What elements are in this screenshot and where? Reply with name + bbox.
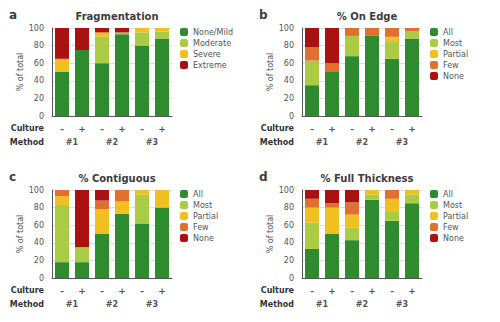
svg-text:-: - [140, 124, 144, 134]
svg-text:40: 40 [284, 238, 294, 247]
svg-text:+: + [118, 286, 126, 296]
svg-text:Culture: Culture [261, 286, 295, 295]
svg-text:None: None [443, 234, 464, 243]
svg-text:+: + [328, 286, 336, 296]
svg-text:#1: #1 [66, 300, 79, 309]
svg-text:Severe: Severe [193, 50, 221, 59]
svg-text:100: 100 [29, 186, 44, 195]
svg-text:#3: #3 [146, 138, 158, 147]
svg-text:% of total: % of total [16, 53, 25, 92]
svg-text:+: + [408, 286, 416, 296]
svg-text:-: - [310, 124, 314, 134]
svg-text:-: - [350, 124, 354, 134]
svg-text:c: c [9, 170, 16, 184]
svg-text:+: + [408, 124, 416, 134]
svg-text:-: - [310, 286, 314, 296]
svg-text:Culture: Culture [11, 124, 45, 133]
svg-text:All: All [443, 190, 453, 199]
svg-text:-: - [390, 124, 394, 134]
svg-text:Few: Few [443, 223, 459, 232]
svg-text:0: 0 [289, 112, 294, 121]
svg-text:-: - [100, 286, 104, 296]
svg-text:+: + [78, 286, 86, 296]
svg-text:% of total: % of total [16, 215, 25, 254]
svg-text:40: 40 [34, 238, 44, 247]
svg-text:+: + [368, 286, 376, 296]
svg-text:None: None [193, 234, 214, 243]
svg-text:20: 20 [34, 94, 44, 103]
svg-text:100: 100 [279, 186, 294, 195]
svg-text:60: 60 [284, 59, 294, 68]
svg-text:-: - [60, 286, 64, 296]
svg-text:% Full Thickness: % Full Thickness [320, 173, 413, 184]
svg-text:Method: Method [10, 300, 44, 309]
svg-text:Few: Few [443, 61, 459, 70]
svg-text:-: - [140, 286, 144, 296]
svg-text:60: 60 [34, 221, 44, 230]
svg-text:#2: #2 [356, 300, 368, 309]
svg-text:Partial: Partial [443, 212, 468, 221]
svg-text:+: + [328, 124, 336, 134]
svg-text:% Contiguous: % Contiguous [78, 173, 155, 184]
svg-text:b: b [259, 8, 268, 22]
svg-text:Method: Method [260, 300, 294, 309]
svg-text:+: + [368, 124, 376, 134]
svg-text:#1: #1 [66, 138, 79, 147]
svg-text:All: All [443, 28, 453, 37]
svg-text:40: 40 [34, 76, 44, 85]
svg-text:Moderate: Moderate [193, 39, 231, 48]
svg-text:40: 40 [284, 76, 294, 85]
svg-text:-: - [390, 286, 394, 296]
svg-text:d: d [259, 170, 268, 184]
svg-text:0: 0 [289, 274, 294, 283]
svg-text:Partial: Partial [443, 50, 468, 59]
svg-text:80: 80 [284, 203, 294, 212]
svg-text:#3: #3 [396, 138, 408, 147]
svg-text:#2: #2 [356, 138, 368, 147]
svg-text:Most: Most [443, 39, 462, 48]
svg-text:#1: #1 [316, 300, 329, 309]
svg-text:0: 0 [39, 112, 44, 121]
svg-text:-: - [100, 124, 104, 134]
svg-text:a: a [9, 8, 17, 22]
svg-text:Method: Method [10, 138, 44, 147]
svg-text:% of total: % of total [266, 53, 275, 92]
svg-text:#1: #1 [316, 138, 329, 147]
svg-text:+: + [158, 286, 166, 296]
svg-text:Most: Most [193, 201, 212, 210]
svg-text:100: 100 [279, 24, 294, 33]
svg-text:100: 100 [29, 24, 44, 33]
svg-text:20: 20 [284, 256, 294, 265]
svg-text:#3: #3 [396, 300, 408, 309]
svg-text:+: + [78, 124, 86, 134]
svg-text:60: 60 [34, 59, 44, 68]
svg-text:-: - [60, 124, 64, 134]
svg-text:80: 80 [34, 41, 44, 50]
svg-text:Partial: Partial [193, 212, 218, 221]
svg-text:Culture: Culture [261, 124, 295, 133]
svg-text:80: 80 [34, 203, 44, 212]
svg-text:None/Mild: None/Mild [193, 28, 233, 37]
svg-text:#3: #3 [146, 300, 158, 309]
svg-text:Most: Most [443, 201, 462, 210]
svg-text:60: 60 [284, 221, 294, 230]
svg-text:20: 20 [34, 256, 44, 265]
svg-text:#2: #2 [106, 300, 118, 309]
svg-text:80: 80 [284, 41, 294, 50]
svg-text:20: 20 [284, 94, 294, 103]
svg-text:Few: Few [193, 223, 209, 232]
svg-text:% On Edge: % On Edge [337, 11, 398, 22]
svg-text:0: 0 [39, 274, 44, 283]
svg-text:All: All [193, 190, 203, 199]
svg-text:+: + [158, 124, 166, 134]
svg-text:None: None [443, 72, 464, 81]
svg-text:#2: #2 [106, 138, 118, 147]
svg-text:+: + [118, 124, 126, 134]
svg-text:Method: Method [260, 138, 294, 147]
svg-text:Extreme: Extreme [193, 61, 227, 70]
svg-text:% of total: % of total [266, 215, 275, 254]
svg-text:-: - [350, 286, 354, 296]
svg-text:Culture: Culture [11, 286, 45, 295]
svg-text:Fragmentation: Fragmentation [75, 11, 158, 22]
